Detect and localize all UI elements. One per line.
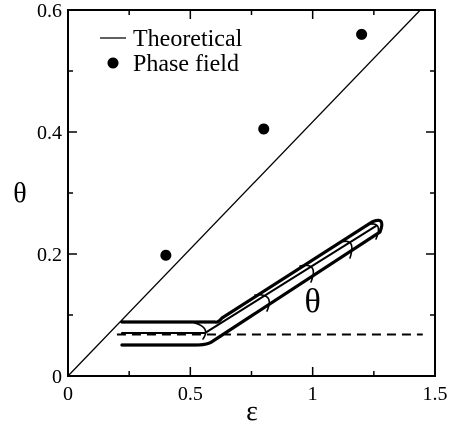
y-tick-label: 0 <box>52 366 62 388</box>
y-axis-label: θ <box>13 178 26 209</box>
phase-field-point <box>356 28 368 40</box>
wedge-illustration <box>120 218 384 347</box>
phase-field-point <box>160 249 172 261</box>
wedge-lobe <box>189 321 207 340</box>
tick-labels: 0 0.5 1 1.5 0 0.2 0.4 0.6 <box>37 0 448 405</box>
y-tick-label: 0.2 <box>37 244 62 266</box>
x-tick-label: 0.5 <box>178 383 203 405</box>
wedge-lobe <box>365 223 380 240</box>
legend: Theoretical Phase field <box>100 26 243 77</box>
x-axis-label: ε <box>246 396 258 427</box>
wedge-outline <box>120 218 384 347</box>
legend-label-theoretical: Theoretical <box>133 26 243 52</box>
wedge-lobe <box>337 240 353 259</box>
x-tick-label: 0 <box>63 383 73 405</box>
y-tick-label: 0.4 <box>37 122 62 144</box>
phase-field-point <box>258 123 270 135</box>
wedge-angle-annotation: θ <box>305 283 321 320</box>
x-tick-label: 1 <box>308 383 318 405</box>
wedge-lobe <box>299 264 315 283</box>
axis-ticks <box>67 9 436 377</box>
x-tick-label: 1.5 <box>423 383 448 405</box>
wedge-lobe <box>254 294 271 312</box>
phase-field-points <box>160 28 368 261</box>
legend-label-phase-field: Phase field <box>133 51 239 77</box>
legend-point-swatch <box>107 57 119 69</box>
y-tick-label: 0.6 <box>37 0 62 22</box>
theoretical-line <box>67 9 421 377</box>
